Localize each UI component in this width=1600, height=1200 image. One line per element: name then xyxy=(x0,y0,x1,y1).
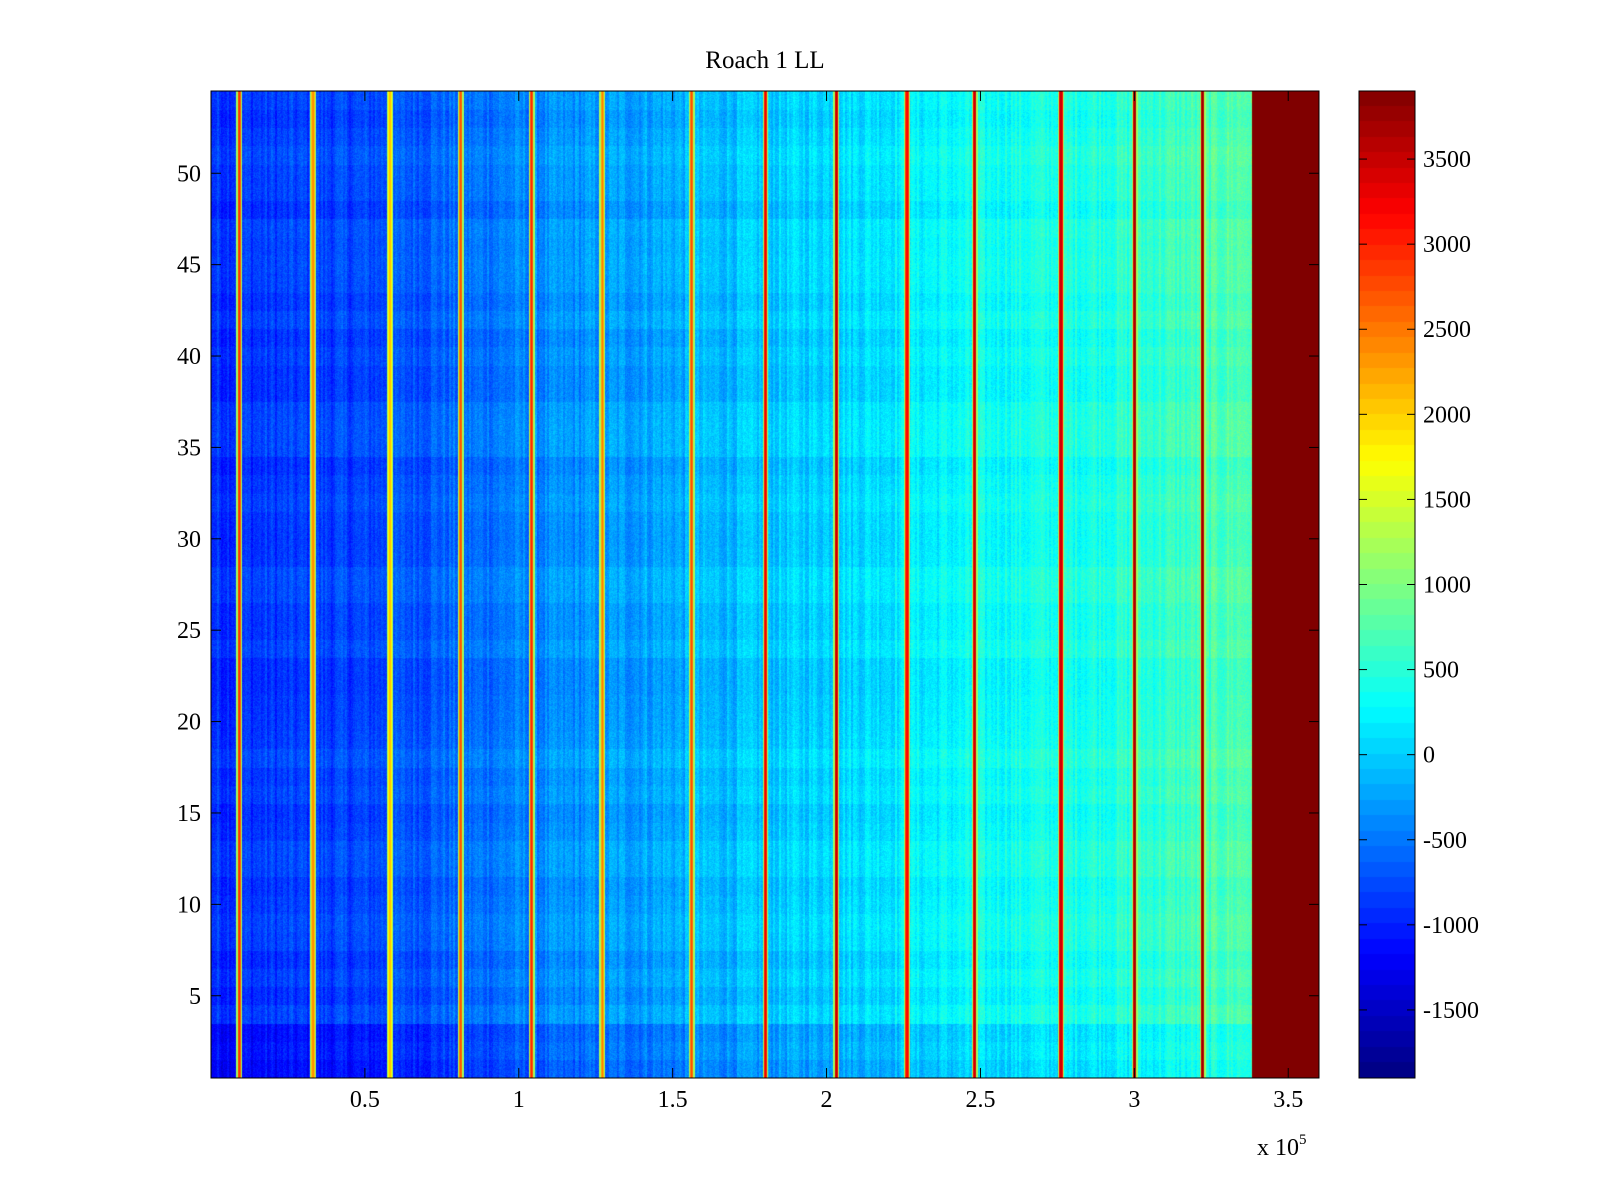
y-tick-label: 35 xyxy=(177,435,201,461)
colorbar-axis: -1500 -1000 -500 0 500 1000 1500 2000 2500 3000 35… xyxy=(1359,147,1479,1024)
x-tick-label: 2.5 xyxy=(965,1087,995,1113)
y-tick-label: 20 xyxy=(177,710,201,736)
colorbar-frame xyxy=(1358,90,1416,1079)
colorbar-tick-label: 3000 xyxy=(1423,232,1471,258)
colorbar-tick-label: -500 xyxy=(1423,828,1467,854)
x-tick-label: 1 xyxy=(513,1087,525,1113)
colorbar-tick-label: 500 xyxy=(1423,658,1459,684)
y-tick-label: 50 xyxy=(177,161,201,187)
colorbar-gradient xyxy=(1359,91,1415,1078)
y-tick-label: 45 xyxy=(177,253,201,279)
x-tick-label: 0.5 xyxy=(350,1087,380,1113)
x-exponent-power: 5 xyxy=(1299,1132,1307,1148)
y-tick-label: 30 xyxy=(177,527,201,553)
colorbar-tick-label: 0 xyxy=(1423,743,1435,769)
y-tick-label: 25 xyxy=(177,618,201,644)
colorbar-tick-label: 1000 xyxy=(1423,573,1471,599)
x-tick-label: 2 xyxy=(821,1087,833,1113)
colorbar-tick-label: -1500 xyxy=(1423,998,1479,1024)
colorbar-tick-label: 1500 xyxy=(1423,487,1471,513)
x-exponent-label: x 105 xyxy=(1257,1132,1307,1161)
chart-title: Roach 1 LL xyxy=(705,47,824,74)
colorbar-tick-label: 2500 xyxy=(1423,317,1471,343)
plot-frame xyxy=(210,90,1320,1079)
y-tick-label: 40 xyxy=(177,344,201,370)
x-axis: 0.5 1 1.5 2 2.5 3 3.5 xyxy=(350,91,1303,1113)
y-axis: 5 10 15 20 25 30 35 40 45 50 xyxy=(177,161,1319,1010)
x-exponent-base: x 10 xyxy=(1257,1135,1299,1161)
x-tick-label: 3.5 xyxy=(1273,1087,1303,1113)
heatmap-image xyxy=(211,91,1319,1078)
x-tick-label: 3 xyxy=(1128,1087,1140,1113)
y-tick-label: 10 xyxy=(177,892,201,918)
colorbar-tick-label: 3500 xyxy=(1423,147,1471,173)
colorbar-tick-label: -1000 xyxy=(1423,913,1479,939)
colorbar-tick-label: 2000 xyxy=(1423,402,1471,428)
y-tick-label: 15 xyxy=(177,801,201,827)
y-tick-label: 5 xyxy=(189,984,201,1010)
x-tick-label: 1.5 xyxy=(658,1087,688,1113)
